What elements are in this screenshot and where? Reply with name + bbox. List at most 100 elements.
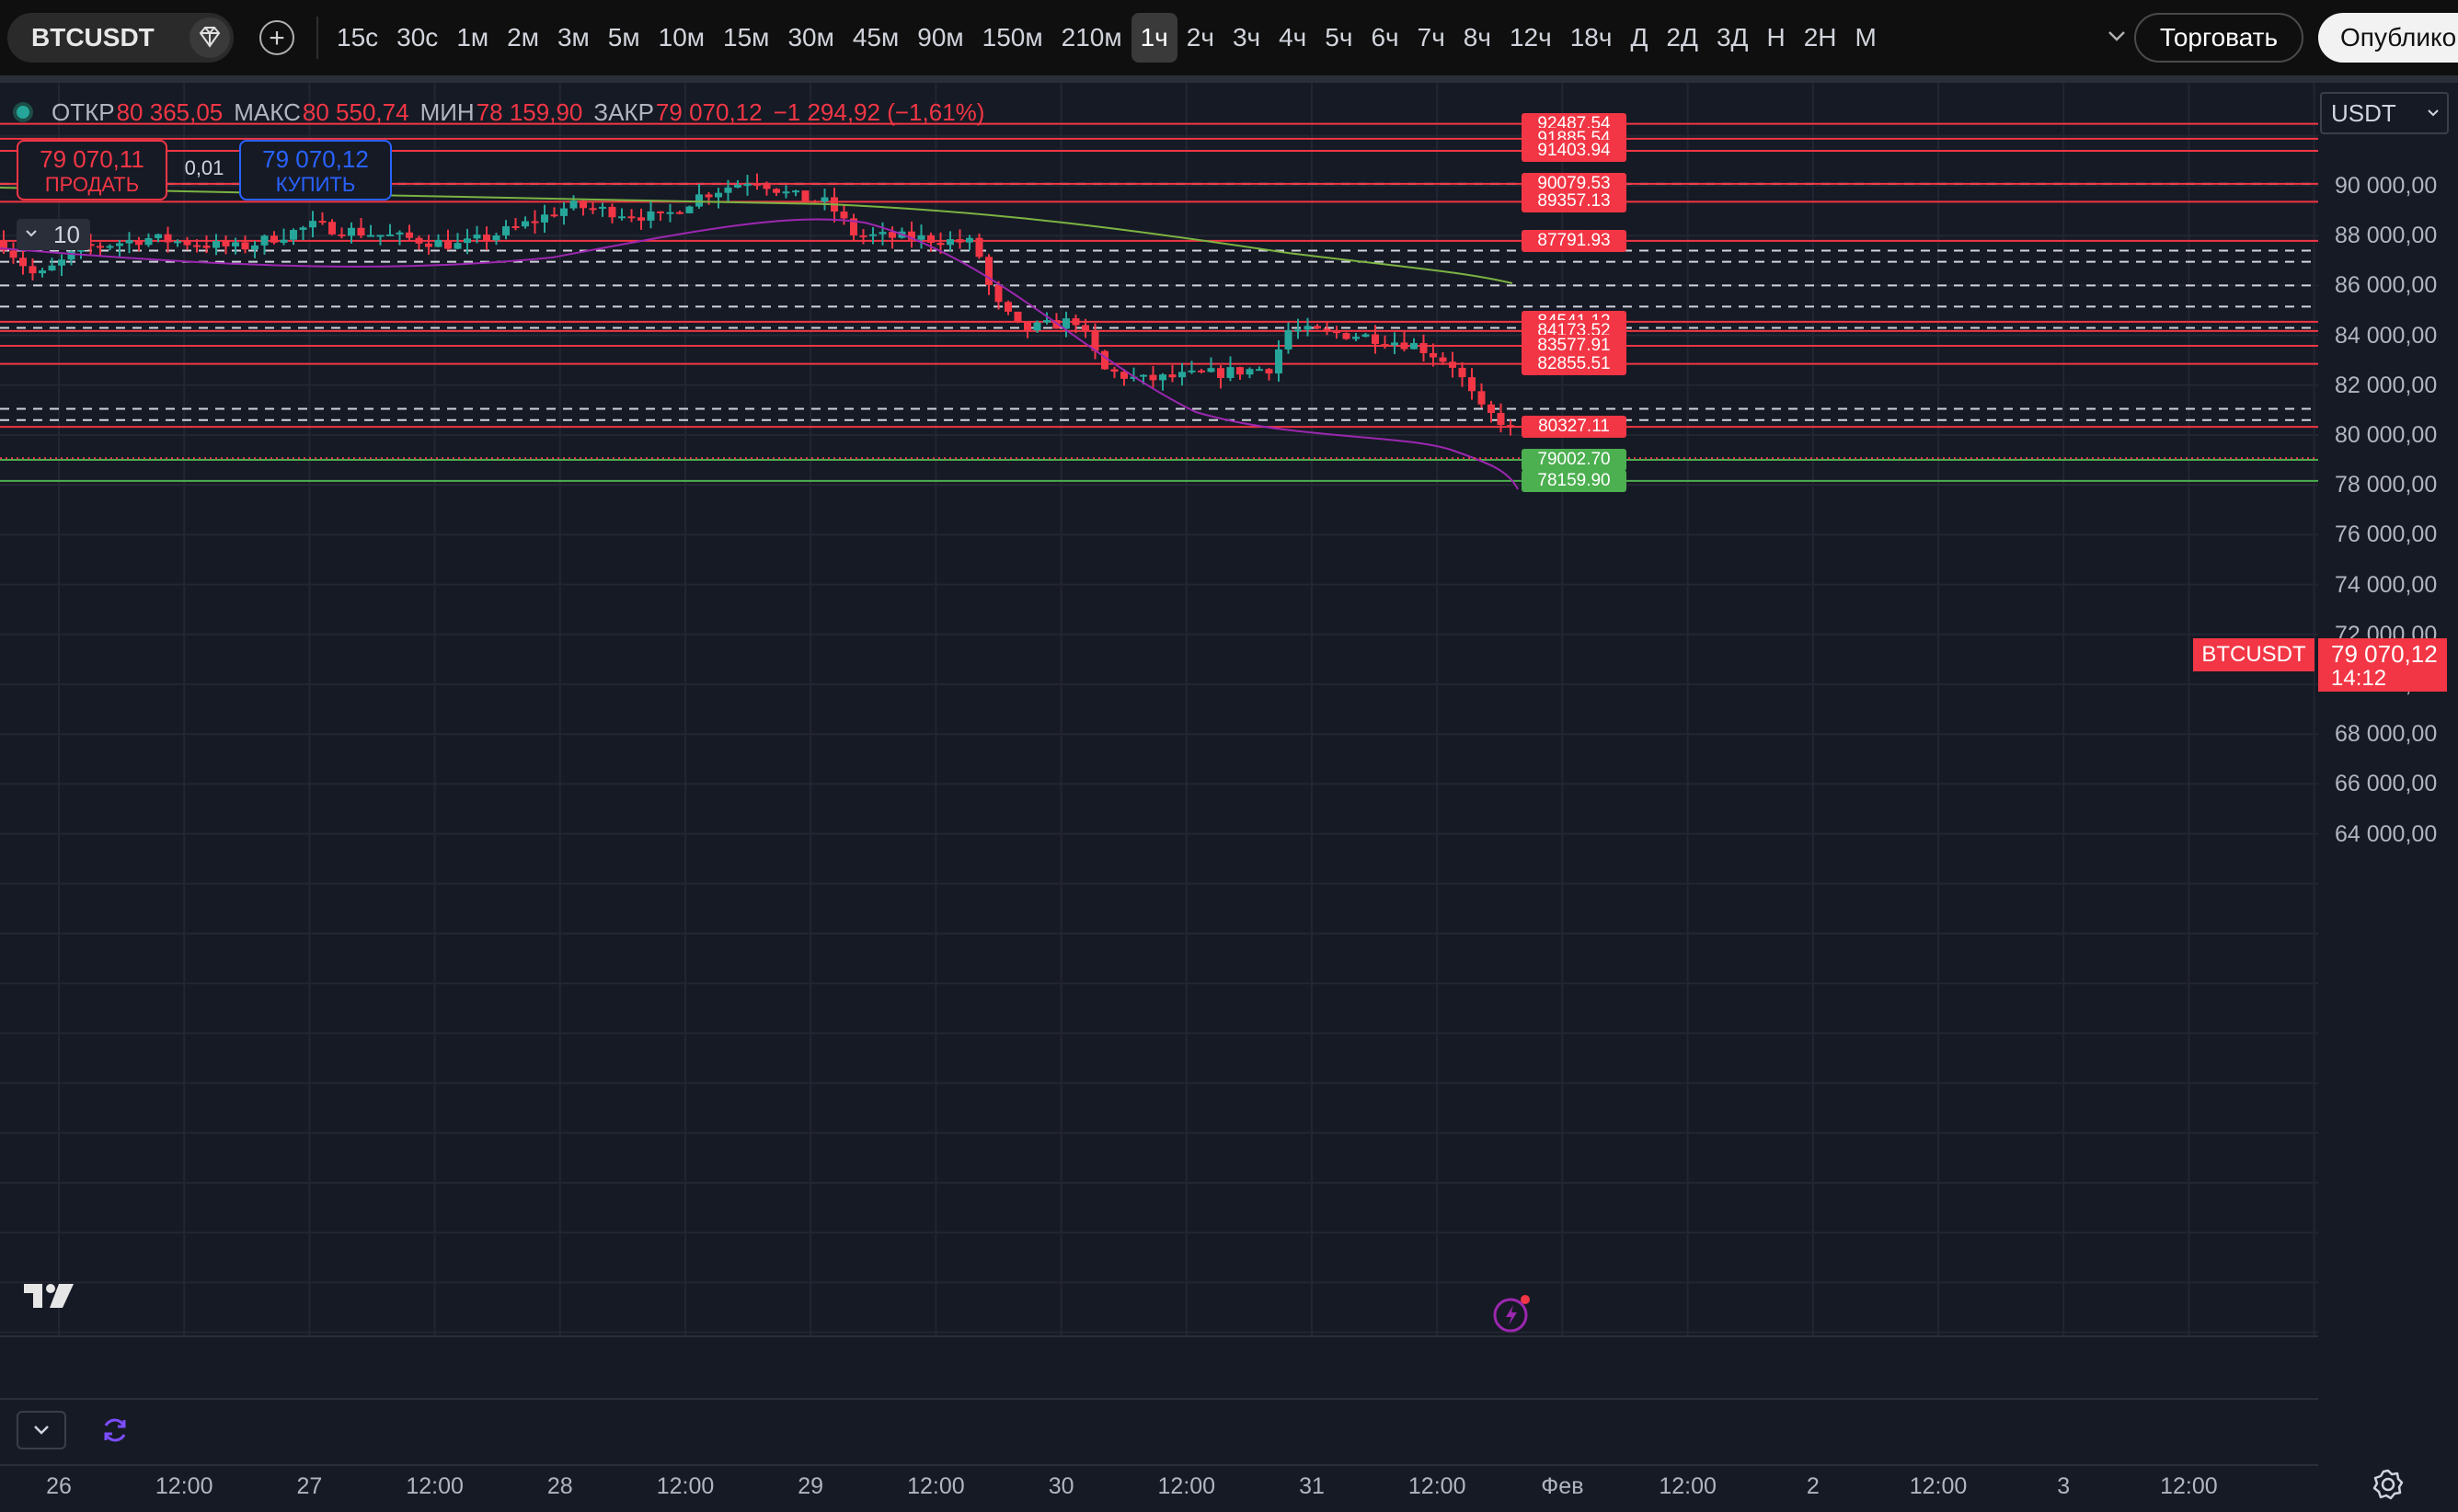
- timeframe-15[interactable]: 3ч: [1232, 23, 1261, 52]
- candle-body: [299, 227, 307, 230]
- tradingview-logo-icon[interactable]: [22, 1280, 81, 1312]
- candle-body: [1005, 302, 1012, 312]
- price-scale[interactable]: 90 000,00 88 000,00 86 000,00 84 000,00 82 0…: [2318, 83, 2458, 1337]
- timeframe-10[interactable]: 90м: [917, 23, 964, 52]
- trade-button[interactable]: Торговать: [2134, 13, 2303, 63]
- timeframe-17[interactable]: 5ч: [1325, 23, 1353, 52]
- order-label[interactable]: 78159.90: [1522, 469, 1626, 492]
- candle-body: [1217, 368, 1224, 378]
- timeframe-7[interactable]: 15м: [723, 23, 770, 52]
- bottom-panel-border: [0, 1398, 2318, 1400]
- plus-icon[interactable]: +: [259, 20, 294, 55]
- candle-body: [763, 184, 771, 189]
- currency-select[interactable]: USDT: [2320, 92, 2449, 134]
- candle-body: [947, 239, 954, 246]
- symbol-search-button[interactable]: BTCUSDT: [7, 13, 234, 63]
- candle-body: [193, 245, 201, 247]
- candle-body: [975, 237, 983, 258]
- candle-body: [58, 259, 65, 266]
- candle-body: [386, 234, 394, 236]
- time-tick: 28: [546, 1473, 573, 1499]
- quantity-selector[interactable]: 10: [17, 219, 90, 250]
- candle-body: [0, 240, 7, 251]
- candle-body: [1052, 320, 1061, 329]
- candle-body: [1352, 337, 1360, 339]
- publish-button[interactable]: Опубликовать: [2318, 13, 2458, 63]
- timeframe-26[interactable]: Н: [1766, 23, 1786, 52]
- candle-body: [889, 232, 896, 238]
- candle-body: [705, 194, 713, 198]
- timeframe-28[interactable]: М: [1855, 23, 1877, 52]
- candle-body: [1381, 344, 1389, 347]
- diamond-icon[interactable]: [190, 17, 230, 58]
- lightning-icon[interactable]: [1492, 1293, 1533, 1334]
- timeframe-24[interactable]: 2Д: [1666, 23, 1698, 52]
- order-label[interactable]: 82855.51: [1522, 352, 1626, 375]
- timeframe-18[interactable]: 6ч: [1371, 23, 1399, 52]
- candle-body: [724, 187, 732, 193]
- order-label[interactable]: 89357.13: [1522, 190, 1626, 213]
- gear-icon[interactable]: [2370, 1466, 2406, 1503]
- candle-body: [125, 240, 133, 244]
- high-label: МАКС: [234, 97, 301, 126]
- order-label[interactable]: 91403.94: [1522, 139, 1626, 162]
- candle-body: [811, 200, 819, 203]
- candle-body: [522, 221, 529, 227]
- timeframe-0[interactable]: 15с: [337, 23, 379, 52]
- timeframe-11[interactable]: 150м: [982, 23, 1043, 52]
- candle-body: [1497, 412, 1505, 426]
- candle-body: [676, 212, 683, 214]
- buy-button[interactable]: 79 070,12 КУПИТЬ: [239, 140, 392, 200]
- timeframe-3[interactable]: 2м: [507, 23, 539, 52]
- candle-body: [1265, 369, 1273, 374]
- refresh-icon[interactable]: [99, 1415, 131, 1446]
- collapse-panel-button[interactable]: [17, 1411, 66, 1449]
- chevron-down-icon: [2428, 109, 2439, 117]
- candle-body: [1430, 352, 1437, 358]
- candle-body: [589, 208, 597, 211]
- timeframe-16[interactable]: 4ч: [1279, 23, 1307, 52]
- timeframe-13[interactable]: 1ч: [1131, 13, 1177, 63]
- timeframe-9[interactable]: 45м: [852, 23, 900, 52]
- order-label[interactable]: 80327.11: [1522, 416, 1626, 439]
- timeframe-14[interactable]: 2ч: [1186, 23, 1214, 52]
- chevron-down-icon[interactable]: [2103, 22, 2131, 50]
- timeframe-19[interactable]: 7ч: [1417, 23, 1445, 52]
- timeframe-5[interactable]: 5м: [607, 23, 640, 52]
- timeframe-1[interactable]: 30с: [396, 23, 439, 52]
- timeframe-23[interactable]: Д: [1630, 23, 1648, 52]
- price-chart[interactable]: [0, 83, 2318, 1335]
- candle-body: [1110, 369, 1119, 372]
- candle-body: [531, 221, 539, 223]
- time-tick: 3: [2057, 1473, 2071, 1499]
- candle-body: [985, 257, 993, 285]
- time-axis[interactable]: 26 12:00 27 12:00 28 12:00 29 12:00 30 12:00 31 12:…: [0, 1464, 2318, 1512]
- timeframe-21[interactable]: 12ч: [1509, 23, 1552, 52]
- timeframe-20[interactable]: 8ч: [1463, 23, 1491, 52]
- candle-body: [1226, 367, 1235, 378]
- price-tick: 88 000,00: [2335, 223, 2438, 249]
- order-label[interactable]: 87791.93: [1522, 229, 1626, 252]
- timeframe-12[interactable]: 210м: [1061, 23, 1122, 52]
- timeframe-8[interactable]: 30м: [787, 23, 834, 52]
- timeframe-22[interactable]: 18ч: [1569, 23, 1613, 52]
- candle-body: [1284, 330, 1292, 349]
- timeframe-25[interactable]: 3Д: [1716, 23, 1749, 52]
- candle-body: [260, 235, 269, 246]
- timeframe-27[interactable]: 2Н: [1803, 23, 1837, 52]
- timeframe-6[interactable]: 10м: [658, 23, 706, 52]
- timeframe-4[interactable]: 3м: [557, 23, 590, 52]
- order-label[interactable]: 79002.70: [1522, 449, 1626, 472]
- candle-body: [541, 214, 548, 223]
- ohlc-legend: ОТКР 80 365,05 МАКС 80 550,74 МИН 78 159…: [17, 96, 995, 129]
- candle-body: [917, 235, 925, 240]
- timeframe-2[interactable]: 1м: [456, 23, 489, 52]
- time-tick: 12:00: [1157, 1473, 1216, 1499]
- change-value: −1 294,92 (−1,61%): [773, 97, 985, 126]
- candle-body: [406, 232, 413, 238]
- candle-body: [966, 237, 973, 243]
- sell-button[interactable]: 79 070,11 ПРОДАТЬ: [17, 140, 167, 200]
- bar-countdown: 14:12: [2331, 666, 2387, 691]
- candle-body: [1314, 326, 1321, 329]
- time-tick: 27: [296, 1473, 323, 1499]
